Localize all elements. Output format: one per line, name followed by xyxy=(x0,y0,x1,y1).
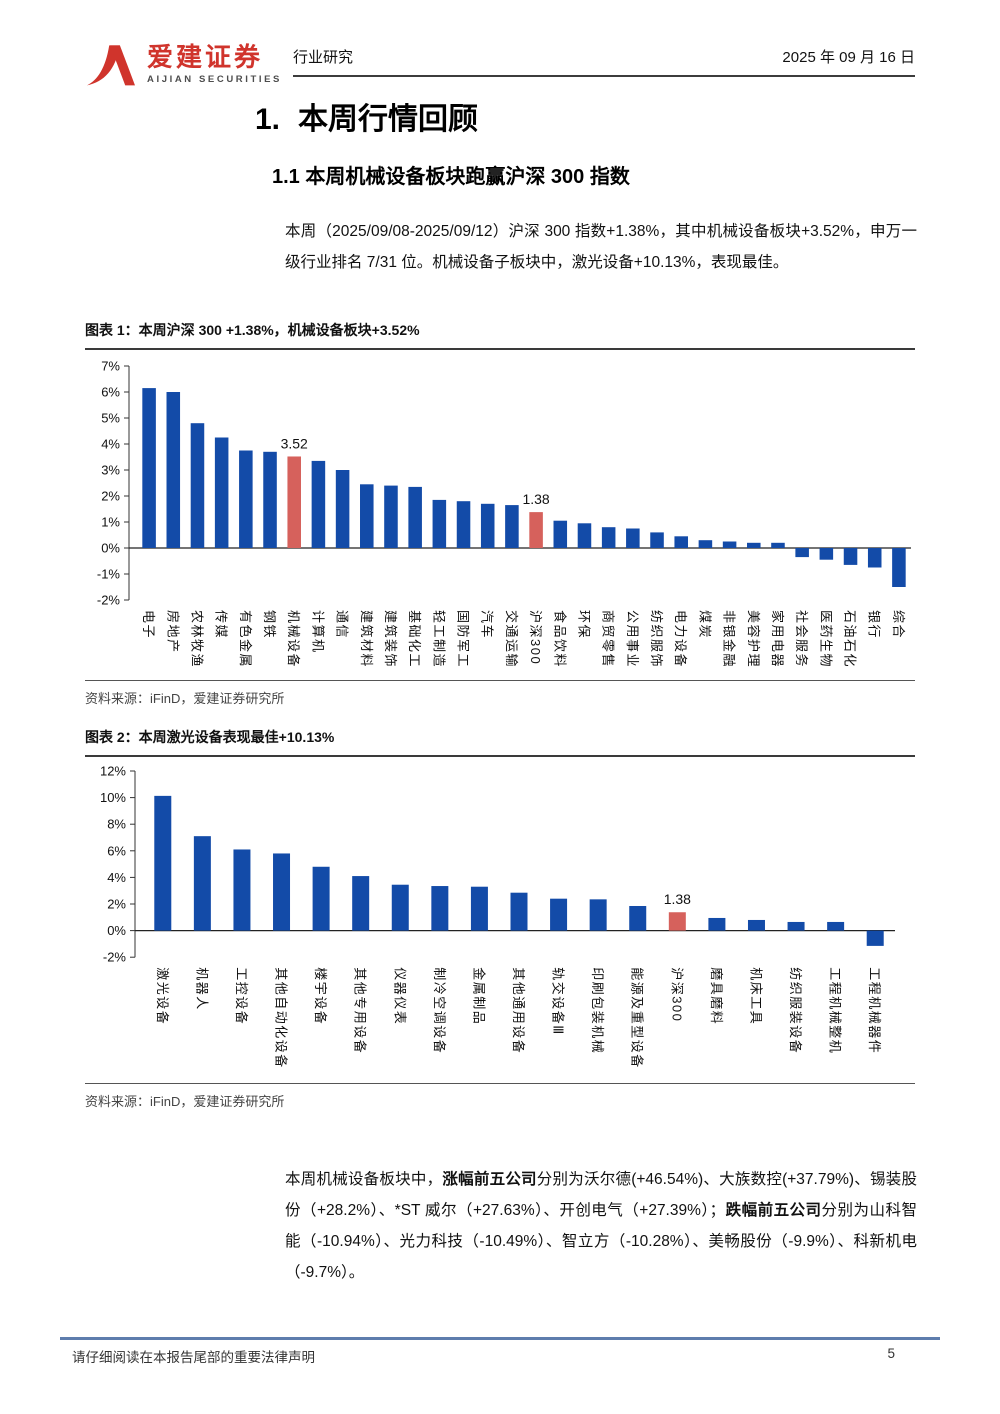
svg-text:食品饮料: 食品饮料 xyxy=(552,610,567,668)
svg-text:煤炭: 煤炭 xyxy=(697,610,712,639)
svg-text:1.38: 1.38 xyxy=(522,491,549,507)
subsection-title: 1.1 本周机械设备板块跑赢沪深 300 指数 xyxy=(272,166,630,188)
figure-1-title: 图表 1：本周沪深 300 +1.38%，机械设备板块+3.52% xyxy=(85,320,915,350)
svg-text:机械设备: 机械设备 xyxy=(286,610,301,668)
svg-text:传媒: 传媒 xyxy=(214,610,229,639)
svg-text:工程机械器件: 工程机械器件 xyxy=(867,967,882,1054)
svg-text:其他自动化设备: 其他自动化设备 xyxy=(274,967,289,1069)
svg-text:计算机: 计算机 xyxy=(310,610,325,654)
svg-text:医药生物: 医药生物 xyxy=(818,610,833,668)
svg-text:4%: 4% xyxy=(101,437,120,452)
svg-text:4%: 4% xyxy=(107,870,126,885)
svg-text:电子: 电子 xyxy=(141,610,156,639)
svg-text:金属制品: 金属制品 xyxy=(471,967,486,1025)
brand-logo: 爱建证券 AIJIAN SECURITIES xyxy=(85,40,282,88)
svg-text:纺织服饰: 纺织服饰 xyxy=(649,610,664,668)
svg-text:楼宇设备: 楼宇设备 xyxy=(313,967,328,1025)
svg-text:其他专用设备: 其他专用设备 xyxy=(353,967,368,1054)
industry-performance-bar-chart: 7% 6% 5% 4% 3% 2% 1% 0% -1% -2% 电子 房地产 农林牧渔 传媒 有色金属 钢铁 3… xyxy=(97,359,911,668)
svg-text:轨交设备Ⅲ: 轨交设备Ⅲ xyxy=(551,967,566,1035)
svg-text:房地产: 房地产 xyxy=(165,610,180,654)
svg-text:1.38: 1.38 xyxy=(664,891,691,907)
svg-text:印刷包装机械: 印刷包装机械 xyxy=(590,967,605,1054)
svg-text:0%: 0% xyxy=(101,541,120,556)
svg-text:综合: 综合 xyxy=(891,610,906,639)
svg-text:轻工制造: 轻工制造 xyxy=(431,610,446,668)
svg-text:其他通用设备: 其他通用设备 xyxy=(511,967,526,1054)
svg-text:基础化工: 基础化工 xyxy=(407,610,422,668)
figure-2-title: 图表 2：本周激光设备表现最佳+10.13% xyxy=(85,727,915,757)
svg-text:6%: 6% xyxy=(107,843,126,858)
section-heading-text: 本周行情回顾 xyxy=(298,103,479,136)
page-footer: 请仔细阅读在本报告尾部的重要法律声明 5 xyxy=(72,1346,895,1366)
svg-text:通信: 通信 xyxy=(335,610,350,639)
svg-text:有色金属: 有色金属 xyxy=(238,610,253,668)
svg-text:公用事业: 公用事业 xyxy=(625,610,640,668)
svg-text:10%: 10% xyxy=(100,790,126,805)
figure-2: 图表 2：本周激光设备表现最佳+10.13% 12% 10% 8% 6% 4% 2% 0% -… xyxy=(85,727,915,1110)
svg-text:12%: 12% xyxy=(100,764,126,779)
brand-name-en: AIJIAN SECURITIES xyxy=(147,74,282,85)
svg-text:环保: 环保 xyxy=(576,610,591,639)
svg-text:2%: 2% xyxy=(107,897,126,912)
svg-text:0%: 0% xyxy=(107,923,126,938)
svg-text:农林牧渔: 农林牧渔 xyxy=(189,610,204,668)
svg-text:7%: 7% xyxy=(101,359,120,374)
svg-text:工程机械整机: 工程机械整机 xyxy=(828,967,843,1054)
svg-text:商贸零售: 商贸零售 xyxy=(601,610,616,668)
svg-text:钢铁: 钢铁 xyxy=(262,610,277,639)
svg-text:工控设备: 工控设备 xyxy=(234,967,249,1025)
svg-text:-1%: -1% xyxy=(97,567,121,582)
svg-text:交通运输: 交通运输 xyxy=(504,610,519,668)
svg-text:家用电器: 家用电器 xyxy=(770,610,785,668)
svg-text:非银金融: 非银金融 xyxy=(722,610,737,668)
section-title: 1. 本周行情回顾 xyxy=(255,94,478,138)
svg-text:社会服务: 社会服务 xyxy=(794,610,809,668)
svg-text:美容护理: 美容护理 xyxy=(746,610,761,668)
svg-text:1%: 1% xyxy=(101,515,120,530)
report-header: 行业研究 2025 年 09 月 16 日 xyxy=(293,46,915,77)
svg-text:3.52: 3.52 xyxy=(281,435,308,451)
report-type-label: 行业研究 xyxy=(293,49,354,66)
summary-paragraph: 本周机械设备板块中，涨幅前五公司分别为沃尔德(+46.54%)、大族数控(+37… xyxy=(285,1170,917,1281)
svg-text:汽车: 汽车 xyxy=(480,610,495,639)
svg-text:电力设备: 电力设备 xyxy=(673,610,688,668)
svg-text:机床工具: 机床工具 xyxy=(748,967,763,1025)
svg-text:沪深300: 沪深300 xyxy=(669,967,684,1022)
svg-text:建筑装饰: 建筑装饰 xyxy=(383,610,398,668)
brand-name-cn: 爱建证券 xyxy=(147,42,264,72)
svg-text:银行: 银行 xyxy=(867,610,882,639)
svg-text:6%: 6% xyxy=(101,385,120,400)
svg-text:国防军工: 国防军工 xyxy=(456,610,471,668)
figure-1: 图表 1：本周沪深 300 +1.38%，机械设备板块+3.52% 7% 6% 5%… xyxy=(85,320,915,707)
aijian-logo-icon xyxy=(87,45,135,86)
svg-text:3%: 3% xyxy=(101,463,120,478)
svg-text:能源及重型设备: 能源及重型设备 xyxy=(630,967,645,1069)
svg-text:机器人: 机器人 xyxy=(194,967,209,1011)
report-date: 2025 年 09 月 16 日 xyxy=(782,49,915,66)
subsector-performance-bar-chart: 12% 10% 8% 6% 4% 2% 0% -2% 激光设备 机器人 工控设备 其他自动化设备 楼宇设… xyxy=(100,764,895,1069)
footer-divider xyxy=(60,1337,940,1340)
svg-text:8%: 8% xyxy=(107,817,126,832)
section-number: 1. xyxy=(255,103,281,136)
svg-text:石油石化: 石油石化 xyxy=(843,610,858,668)
footer-disclaimer: 请仔细阅读在本报告尾部的重要法律声明 xyxy=(72,1350,315,1365)
figure-1-source: 资料来源：iFinD，爱建证券研究所 xyxy=(85,680,915,707)
svg-text:-2%: -2% xyxy=(97,593,121,608)
svg-text:2%: 2% xyxy=(101,489,120,504)
figure-2-source: 资料来源：iFinD，爱建证券研究所 xyxy=(85,1083,915,1110)
svg-text:仪器仪表: 仪器仪表 xyxy=(392,967,407,1025)
svg-text:磨具磨料: 磨具磨料 xyxy=(709,967,724,1025)
svg-text:5%: 5% xyxy=(101,411,120,426)
svg-text:-2%: -2% xyxy=(103,950,127,965)
svg-text:纺织服装设备: 纺织服装设备 xyxy=(788,967,803,1054)
page-number: 5 xyxy=(887,1346,895,1361)
svg-text:激光设备: 激光设备 xyxy=(155,967,170,1025)
intro-paragraph: 本周（2025/09/08-2025/09/12）沪深 300 指数+1.38%… xyxy=(285,222,917,271)
svg-text:沪深300: 沪深300 xyxy=(528,610,543,665)
svg-text:建筑材料: 建筑材料 xyxy=(359,610,374,668)
svg-text:制冷空调设备: 制冷空调设备 xyxy=(432,967,447,1054)
